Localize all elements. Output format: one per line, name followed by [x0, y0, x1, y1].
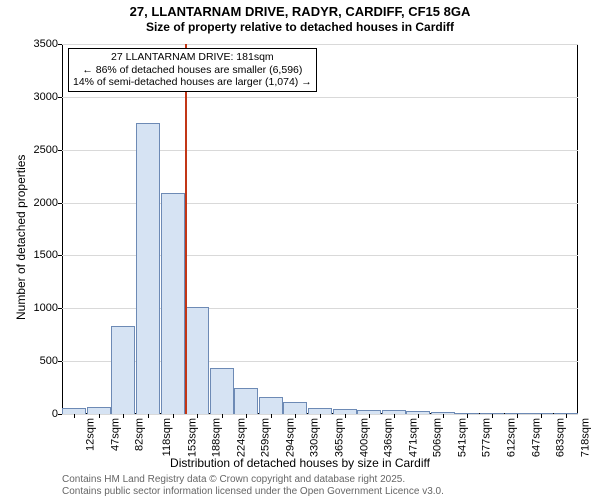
x-tick-mark [74, 414, 75, 418]
x-tick-mark [320, 414, 321, 418]
x-tick-label: 47sqm [109, 418, 121, 451]
x-tick-mark [517, 414, 518, 418]
y-tick-label: 1000 [34, 302, 58, 314]
x-tick-label: 683sqm [555, 418, 567, 457]
x-tick-label: 118sqm [161, 418, 173, 456]
footer-line2: Contains public sector information licen… [62, 486, 444, 498]
y-gridline [62, 97, 578, 98]
y-tick-label: 2500 [34, 144, 58, 156]
y-tick-label: 2000 [34, 197, 58, 209]
histogram-bar [283, 402, 307, 414]
x-tick-label: 153sqm [186, 418, 198, 457]
x-tick-mark [492, 414, 493, 418]
x-tick-mark [222, 414, 223, 418]
y-tick-label: 1500 [34, 249, 58, 261]
y-tick-mark [58, 97, 62, 98]
y-tick-label: 500 [40, 355, 58, 367]
histogram-bar [136, 123, 160, 414]
y-tick-mark [58, 361, 62, 362]
y-gridline [62, 44, 578, 45]
x-tick-label: 365sqm [334, 418, 346, 457]
histogram-bar [111, 326, 135, 414]
x-tick-mark [345, 414, 346, 418]
x-axis-label: Distribution of detached houses by size … [0, 456, 600, 470]
footer-line1: Contains HM Land Registry data © Crown c… [62, 474, 444, 486]
property-marker-line [185, 44, 187, 414]
x-tick-mark [123, 414, 124, 418]
y-tick-mark [58, 150, 62, 151]
y-tick-label: 0 [52, 408, 58, 420]
y-tick-mark [58, 44, 62, 45]
chart-title-line2: Size of property relative to detached ho… [0, 19, 600, 34]
x-tick-label: 259sqm [260, 418, 272, 457]
x-tick-label: 224sqm [235, 418, 247, 457]
x-tick-label: 647sqm [530, 418, 542, 457]
x-tick-mark [148, 414, 149, 418]
y-tick-label: 3500 [34, 38, 58, 50]
x-tick-mark [418, 414, 419, 418]
x-tick-label: 577sqm [481, 418, 493, 457]
histogram-bar [210, 368, 234, 415]
x-tick-label: 612sqm [506, 418, 518, 457]
x-tick-mark [173, 414, 174, 418]
y-tick-mark [58, 308, 62, 309]
chart-title-line1: 27, LLANTARNAM DRIVE, RADYR, CARDIFF, CF… [0, 0, 600, 19]
histogram-bar [161, 193, 185, 414]
footer-attribution: Contains HM Land Registry data © Crown c… [62, 474, 444, 498]
x-tick-label: 330sqm [309, 418, 321, 457]
x-tick-label: 188sqm [211, 418, 223, 457]
y-tick-label: 3000 [34, 91, 58, 103]
annotation-box: 27 LLANTARNAM DRIVE: 181sqm ← 86% of det… [68, 48, 317, 92]
histogram-bar [185, 307, 209, 414]
x-tick-label: 718sqm [579, 418, 591, 457]
x-tick-mark [197, 414, 198, 418]
x-tick-label: 82sqm [134, 418, 146, 451]
x-tick-mark [99, 414, 100, 418]
x-tick-label: 294sqm [284, 418, 296, 457]
axis-right [577, 44, 578, 414]
axis-left [62, 44, 63, 414]
y-tick-mark [58, 203, 62, 204]
x-tick-mark [467, 414, 468, 418]
x-tick-label: 471sqm [407, 418, 419, 457]
x-tick-mark [246, 414, 247, 418]
x-tick-label: 400sqm [358, 418, 370, 457]
annotation-line3: 14% of semi-detached houses are larger (… [73, 76, 312, 89]
x-tick-mark [541, 414, 542, 418]
x-tick-mark [443, 414, 444, 418]
histogram-bar [87, 407, 111, 414]
x-tick-label: 12sqm [85, 418, 97, 451]
annotation-line1: 27 LLANTARNAM DRIVE: 181sqm [73, 51, 312, 64]
x-tick-label: 541sqm [456, 418, 468, 457]
y-axis-label: Number of detached properties [14, 155, 28, 320]
x-tick-mark [295, 414, 296, 418]
histogram-bar [259, 397, 283, 414]
y-tick-mark [58, 414, 62, 415]
x-tick-mark [271, 414, 272, 418]
histogram-bar [234, 388, 258, 414]
x-tick-label: 436sqm [383, 418, 395, 457]
x-tick-mark [566, 414, 567, 418]
annotation-line2: ← 86% of detached houses are smaller (6,… [73, 64, 312, 77]
x-tick-mark [369, 414, 370, 418]
plot-area: 27 LLANTARNAM DRIVE: 181sqm ← 86% of det… [62, 44, 578, 414]
y-tick-mark [58, 255, 62, 256]
x-tick-mark [394, 414, 395, 418]
x-tick-label: 506sqm [432, 418, 444, 457]
